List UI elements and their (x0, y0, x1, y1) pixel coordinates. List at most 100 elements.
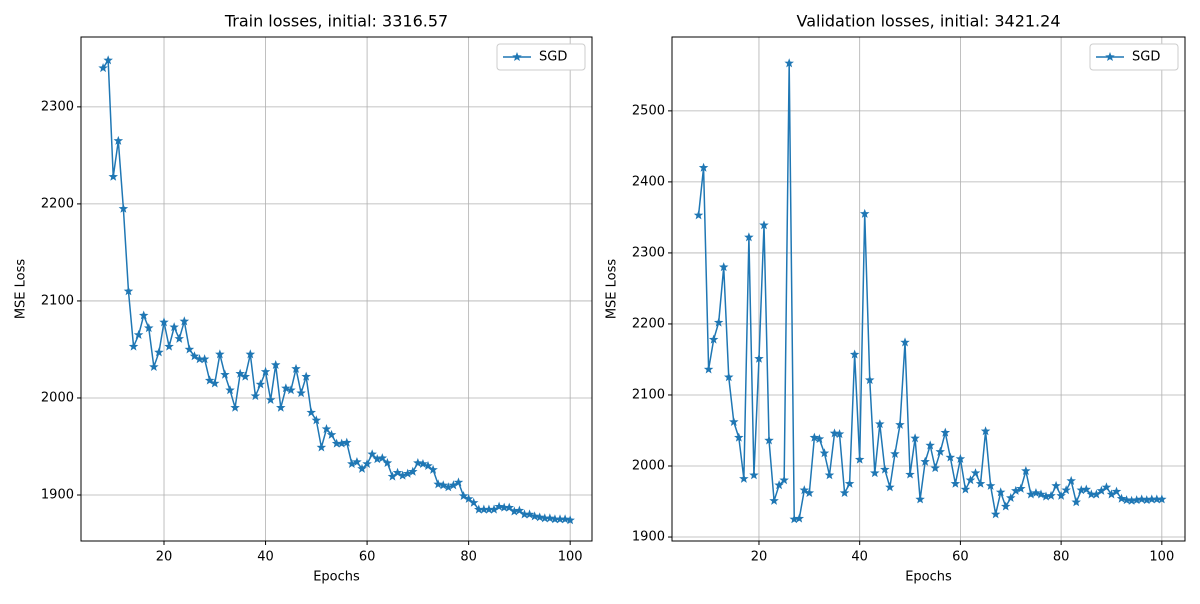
y-tick-label: 2000 (632, 458, 665, 473)
point-marker (1046, 490, 1056, 500)
x-tick-label: 60 (359, 550, 376, 565)
y-axis-label: MSE Loss (605, 259, 620, 320)
point-marker (985, 480, 996, 490)
x-tick-label: 20 (751, 550, 768, 565)
legend-marker (512, 52, 522, 62)
chart-title: Train losses, initial: 3316.57 (224, 12, 448, 31)
point-marker (1016, 483, 1026, 493)
point-marker (377, 453, 388, 463)
point-marker (306, 407, 316, 417)
point-marker (895, 419, 905, 429)
point-marker (935, 446, 946, 456)
point-marker (708, 334, 719, 344)
point-marker (920, 456, 930, 466)
point-marker (759, 220, 769, 230)
point-marker (739, 473, 749, 483)
point-marker (397, 470, 408, 480)
point-marker (113, 135, 124, 145)
plot: Validation losses, initial: 3421.24 1900 2… (605, 12, 1186, 585)
point-marker (276, 402, 286, 412)
point-marker (829, 428, 840, 438)
point-marker (784, 58, 794, 68)
x-tick-label: 20 (156, 550, 173, 565)
point-marker (1071, 497, 1081, 507)
point-marker (1157, 494, 1167, 504)
point-marker (103, 55, 113, 65)
point-marker (326, 429, 337, 439)
point-marker (169, 322, 179, 332)
point-marker (925, 440, 935, 450)
point-marker (463, 493, 474, 503)
point-marker (565, 515, 575, 525)
point-marker (1106, 489, 1117, 499)
x-tick-label: 60 (952, 550, 969, 565)
point-marker (428, 464, 438, 474)
point-marker (804, 487, 815, 498)
point-marker (484, 504, 494, 514)
y-tick-label: 2200 (632, 316, 665, 331)
point-marker (814, 434, 825, 444)
point-marker (703, 364, 714, 374)
point-marker (729, 416, 739, 427)
point-marker (230, 402, 240, 412)
point-marker (1011, 485, 1021, 495)
point-marker (270, 359, 281, 370)
point-marker (372, 454, 382, 464)
point-marker (489, 504, 499, 514)
point-marker (352, 457, 362, 467)
point-marker (950, 478, 961, 488)
point-marker (448, 480, 459, 490)
y-tick-label: 2300 (632, 245, 665, 260)
point-marker (980, 426, 991, 436)
y-tick-label: 1900 (41, 488, 74, 503)
point-marker (215, 349, 225, 359)
plot-frame (671, 36, 1186, 542)
point-marker (494, 501, 504, 511)
point-marker (940, 427, 951, 437)
point-marker (734, 432, 744, 442)
point-marker (159, 317, 169, 327)
point-marker (123, 286, 134, 296)
point-marker (210, 378, 220, 388)
point-marker (514, 505, 525, 515)
point-marker (133, 329, 144, 339)
point-marker (423, 460, 433, 470)
point-marker (970, 468, 981, 478)
point-marker (413, 457, 423, 468)
legend-box (1089, 43, 1179, 71)
point-marker (965, 475, 976, 485)
point-marker (1026, 489, 1036, 499)
point-marker (698, 162, 709, 172)
point-marker (189, 351, 200, 361)
point-marker (1096, 485, 1107, 495)
y-tick-label: 2400 (632, 174, 665, 189)
point-marker (118, 203, 129, 213)
point-marker (342, 437, 352, 447)
point-marker (794, 513, 805, 523)
point-marker (1021, 465, 1031, 476)
point-marker (713, 317, 724, 327)
point-marker (392, 467, 403, 477)
point-marker (844, 478, 855, 488)
point-marker (311, 415, 322, 425)
point-marker (174, 333, 184, 343)
point-marker (529, 511, 540, 521)
point-marker (301, 371, 311, 381)
point-marker (179, 316, 190, 326)
y-tick-label: 2100 (41, 293, 74, 308)
point-marker (905, 469, 915, 479)
legend-label: SGD (539, 50, 567, 65)
point-marker (387, 471, 398, 481)
point-marker (240, 371, 250, 381)
point-marker (555, 514, 565, 524)
point-marker (474, 504, 484, 514)
x-tick-label: 40 (851, 550, 868, 565)
point-marker (724, 372, 734, 382)
point-marker (545, 513, 555, 523)
point-marker (764, 435, 774, 445)
point-marker (1036, 489, 1046, 499)
point-marker (1111, 486, 1122, 496)
x-axis-label: Epochs (905, 570, 952, 585)
point-marker (281, 383, 291, 393)
